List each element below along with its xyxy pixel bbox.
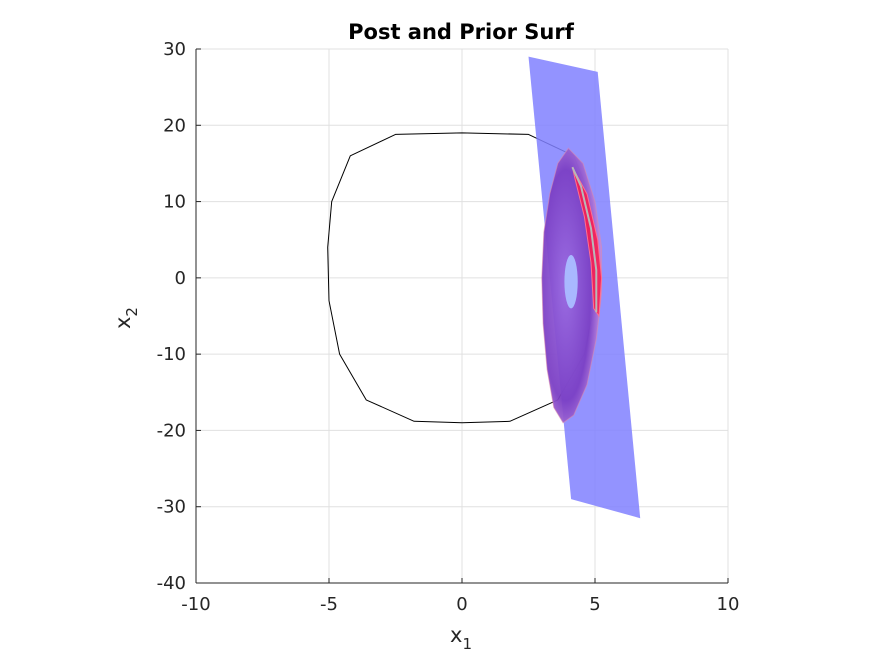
y-tick-label: -40 <box>157 573 186 594</box>
x-tick-label: 10 <box>717 594 740 615</box>
y-axis-label-subscript: 2 <box>123 307 141 317</box>
x-axis-label-main: x <box>450 623 462 647</box>
y-tick-label: 0 <box>175 268 186 289</box>
y-tick-label: -10 <box>157 344 186 365</box>
y-tick-label: -20 <box>157 420 186 441</box>
x-tick-label: -5 <box>320 594 338 615</box>
posterior-hole <box>564 254 578 309</box>
y-axis-label: x2 <box>111 307 141 329</box>
x-tick-label: 0 <box>456 594 467 615</box>
plot-area <box>327 56 641 519</box>
y-tick-label: 20 <box>163 115 186 136</box>
x-tick-label: 5 <box>589 594 600 615</box>
chart-title: Post and Prior Surf <box>348 20 575 44</box>
x-axis-label: x1 <box>450 623 472 653</box>
posterior-ridge <box>571 166 598 313</box>
axes: -10 -5 0 5 10 -40 -30 -20 -10 0 10 20 30 <box>157 39 740 615</box>
x-tick-label: -10 <box>181 594 210 615</box>
x-axis-label-subscript: 1 <box>462 635 472 653</box>
y-axis-label-main: x <box>111 317 135 329</box>
grid-lines <box>195 48 729 584</box>
y-tick-label: 30 <box>163 39 186 60</box>
y-tick-label: 10 <box>163 192 186 213</box>
y-tick-label: -30 <box>157 497 186 518</box>
